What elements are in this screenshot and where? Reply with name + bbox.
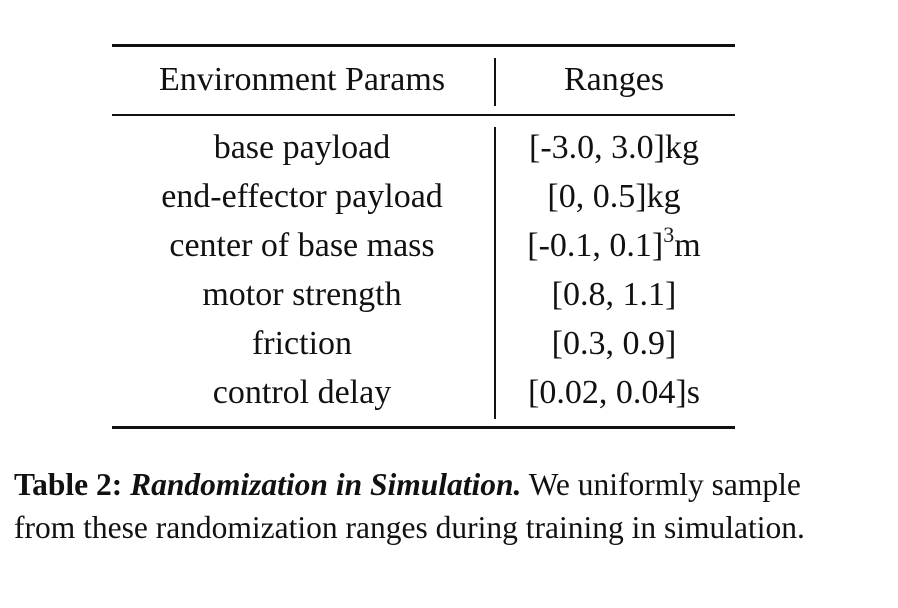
column-divider [494,58,496,106]
mid-rule [112,114,735,116]
caption-text: We uniformly sample from these randomiza… [14,467,805,545]
table-cell: [-0.1, 0.1]3m [424,224,804,266]
table-cell: [0.8, 1.1] [551,276,677,313]
table-cell: [-3.0, 3.0]kg [529,129,699,166]
top-rule [112,44,735,47]
header-cell: Ranges [563,61,665,98]
cell-text: [-0.1, 0.1] [527,227,664,264]
table-cell: base payload [213,129,391,166]
header-cell: Environment Params [158,61,446,98]
caption-label: Table 2: [14,467,123,502]
table-cell: friction [251,325,353,362]
table-cell: control delay [212,374,392,411]
cell-unit: m [674,227,701,264]
table-cell: [0.3, 0.9] [551,325,677,362]
caption: Table 2: Randomization in Simulation. We… [14,463,844,549]
cell-superscript: 3 [663,222,675,247]
table-cell: motor strength [202,276,402,313]
column-divider [494,127,496,419]
table-cell: center of base mass [169,227,435,264]
caption-title: Randomization in Simulation. [130,467,522,502]
bottom-rule [112,426,735,429]
table-cell: [0, 0.5]kg [547,178,681,215]
table-cell: [0.02, 0.04]s [528,374,700,411]
table-cell: end-effector payload [161,178,443,215]
